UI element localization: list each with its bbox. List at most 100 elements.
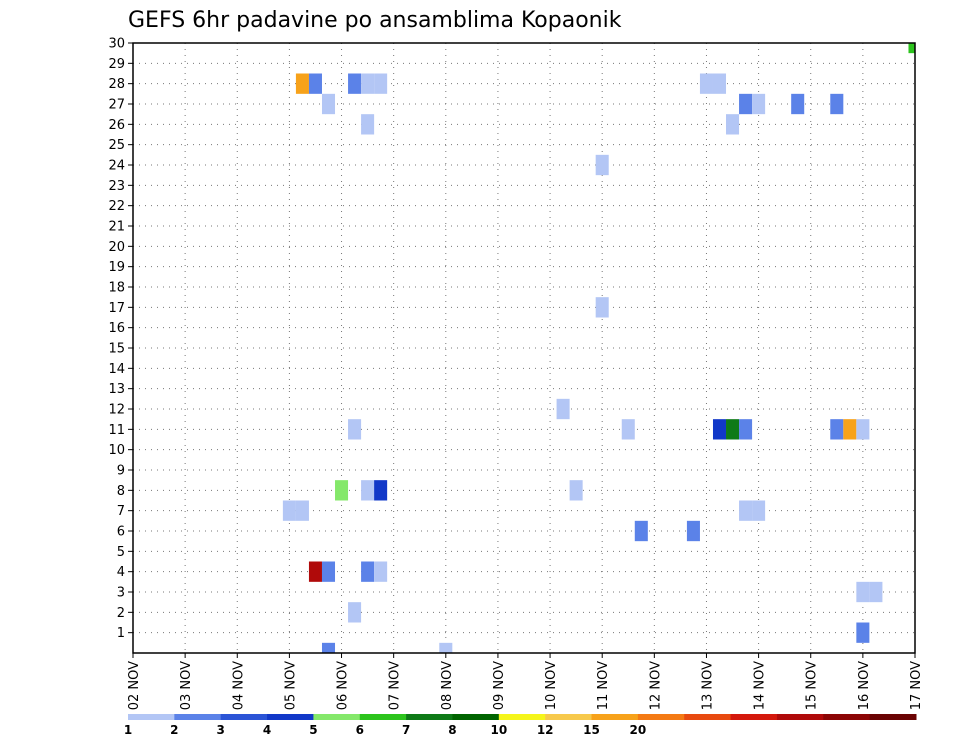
colorbar-segment (730, 714, 778, 720)
colorbar-tick-label: 12 (537, 723, 554, 737)
heatmap-cell (348, 73, 362, 94)
colorbar-segment (776, 714, 824, 720)
colorbar-tick-label: 6 (356, 723, 364, 737)
colorbar-segment (359, 714, 407, 720)
x-tick-label: 05 NOV (283, 661, 298, 710)
heatmap-cell (856, 622, 870, 643)
heatmap-cell (830, 419, 844, 440)
heatmap-cell (321, 642, 336, 653)
heatmap-cell (374, 561, 388, 582)
heatmap-cell (282, 500, 296, 521)
y-tick-label: 28 (108, 77, 125, 92)
x-tick-label: 15 NOV (805, 661, 820, 710)
heatmap-cell (752, 93, 766, 115)
x-tick-label: 09 NOV (492, 661, 507, 710)
chart-title: GEFS 6hr padavine po ansamblima Kopaonik (128, 8, 622, 33)
y-tick-label: 27 (108, 98, 125, 113)
heatmap-cell (634, 520, 648, 542)
colorbar-tick-label: 7 (402, 723, 410, 737)
colorbar-tick-label: 15 (583, 723, 600, 737)
colorbar-segment (174, 714, 222, 720)
x-tick-label: 02 NOV (127, 661, 142, 710)
colorbar-tick-label: 1 (124, 723, 132, 737)
y-tick-label: 13 (108, 382, 125, 397)
y-tick-label: 12 (108, 403, 125, 418)
x-tick-label: 11 NOV (596, 661, 611, 710)
heatmap-cell (856, 419, 870, 440)
heatmap-cell (856, 581, 870, 603)
grid-lines (133, 42, 915, 653)
y-tick-label: 1 (117, 626, 125, 641)
heatmap-cell (686, 520, 700, 542)
heatmap-cell (908, 43, 915, 54)
x-tick-label: 13 NOV (700, 661, 715, 710)
heatmap-cell (361, 561, 375, 582)
heatmap-cell (739, 500, 753, 521)
y-axis-ticks: 1234567891011121314151617181920212223242… (108, 37, 133, 641)
heatmap-cell (791, 93, 805, 115)
colorbar-tick-label: 20 (630, 723, 647, 737)
heatmap-cell (621, 419, 635, 440)
heatmap-cell (752, 500, 766, 521)
x-tick-label: 16 NOV (857, 661, 872, 710)
heatmap-cell (439, 642, 453, 653)
heatmap-cell (348, 419, 362, 440)
colorbar: 1 2 3 4 5 6 7 8 10 12 15 20 (124, 714, 917, 737)
heatmap-cell (295, 500, 309, 521)
heatmap-cell (556, 398, 570, 420)
heatmap-cell (321, 93, 336, 115)
colorbar-tick-label: 3 (217, 723, 225, 737)
heatmap-cell (569, 480, 583, 501)
y-tick-label: 7 (117, 504, 125, 519)
x-axis-ticks: 02 NOV 03 NOV 04 NOV 05 NOV 06 NOV 07 NOV 08 N… (127, 653, 924, 710)
heatmap-cell (361, 114, 375, 135)
heatmap-cell (726, 114, 740, 135)
y-tick-label: 2 (117, 606, 125, 621)
colorbar-segment (869, 714, 917, 720)
colorbar-segment (498, 714, 546, 720)
colorbar-segment (452, 714, 500, 720)
x-tick-label: 17 NOV (909, 661, 924, 710)
heatmap-cell (374, 480, 388, 501)
y-tick-label: 9 (117, 464, 125, 479)
y-tick-label: 15 (108, 342, 125, 357)
heatmap-cell (869, 581, 883, 603)
heatmap-cell (308, 73, 322, 94)
heatmap-cell (595, 297, 609, 318)
y-tick-label: 23 (108, 179, 125, 194)
heatmap-cell (830, 93, 844, 115)
heatmap-cell (374, 73, 388, 94)
y-tick-label: 17 (108, 301, 125, 316)
colorbar-segment (128, 714, 175, 720)
heatmap-cell (712, 419, 727, 440)
heatmap-cell (361, 480, 375, 501)
y-tick-label: 6 (117, 525, 125, 540)
colorbar-tick-label: 5 (309, 723, 317, 737)
heatmap-cell (712, 73, 727, 94)
y-tick-label: 14 (108, 362, 125, 377)
y-tick-label: 25 (108, 138, 125, 153)
colorbar-segment (220, 714, 268, 720)
heatmap-cell (308, 561, 322, 582)
colorbar-tick-label: 8 (448, 723, 456, 737)
y-tick-label: 5 (117, 545, 125, 560)
y-tick-label: 11 (108, 423, 125, 438)
colorbar-segment (684, 714, 732, 720)
x-tick-label: 14 NOV (753, 661, 768, 710)
y-tick-label: 26 (108, 118, 125, 133)
x-tick-label: 06 NOV (336, 661, 351, 710)
colorbar-tick-label: 4 (263, 723, 271, 737)
heatmap-cell (726, 419, 740, 440)
y-tick-label: 29 (108, 57, 125, 72)
heatmap-cell (321, 561, 336, 582)
heatmap-cell (595, 154, 609, 176)
y-tick-label: 3 (117, 586, 125, 601)
heatmap-cells (282, 43, 915, 653)
heatmap-cell (361, 73, 375, 94)
colorbar-segment (637, 714, 685, 720)
colorbar-segment (267, 714, 314, 720)
heatmap-cell (335, 480, 349, 501)
y-tick-label: 19 (108, 260, 125, 275)
heatmap-cell (699, 73, 713, 94)
